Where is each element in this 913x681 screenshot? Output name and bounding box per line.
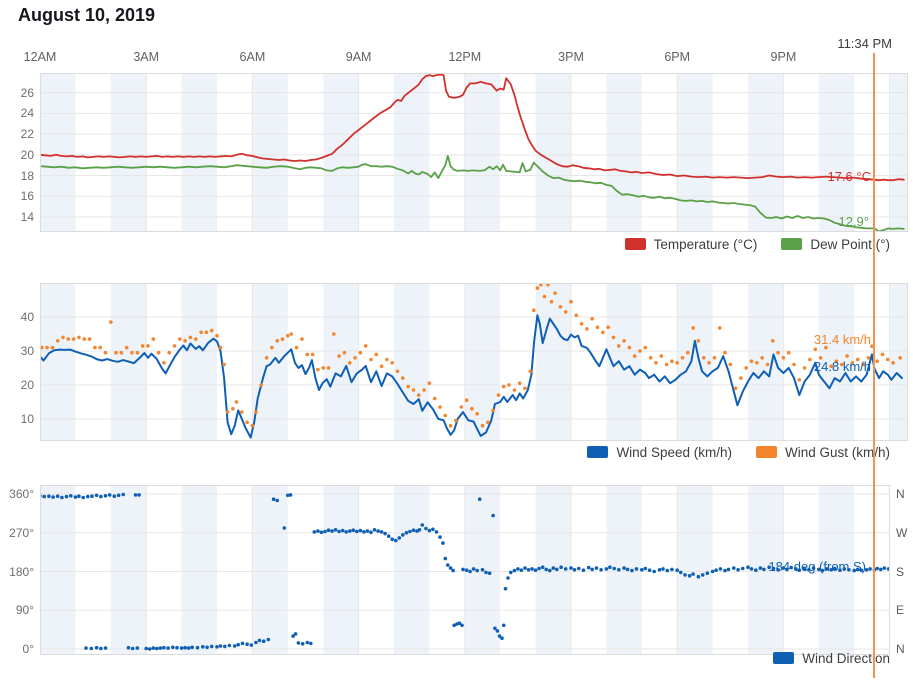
y-tick-label: 270° xyxy=(9,525,34,540)
time-tick-label: 9PM xyxy=(770,50,797,64)
legend-swatch xyxy=(624,238,646,250)
legend-label: Dew Point (°) xyxy=(810,236,890,252)
y-tick-label: 20 xyxy=(20,377,34,392)
legend-item-dew-point-[interactable]: Dew Point (°) xyxy=(781,237,890,252)
series-end-label: 17.6 °C xyxy=(827,169,871,184)
wind-gust-km-h--points xyxy=(40,283,902,428)
current-time-marker-line xyxy=(873,53,875,678)
wind-speed-km-h--line xyxy=(40,314,903,439)
time-tick-label: 12PM xyxy=(448,50,482,64)
legend-item-temperature-c-[interactable]: Temperature (°C) xyxy=(624,236,758,252)
legend-item-wind-speed-km-h-[interactable]: Wind Speed (km/h) xyxy=(587,445,732,460)
y-tick-label: 24 xyxy=(20,106,34,121)
current-time-label: 11:34 PM xyxy=(837,36,892,51)
time-tick-label: 9AM xyxy=(345,50,372,64)
y-tick-label: 10 xyxy=(20,411,34,426)
y-tick-label: 16 xyxy=(20,189,34,204)
wind-speed-gust-chart[interactable] xyxy=(40,283,913,441)
y-tick-label: 360° xyxy=(9,487,34,502)
series-end-label: 184 deg (from S) xyxy=(768,559,866,574)
legend-label: Temperature (°C) xyxy=(653,236,758,252)
time-tick-label: 6AM xyxy=(239,50,266,64)
y-tick-label: 180° xyxy=(9,564,34,579)
legend-label: Wind Gust (km/h) xyxy=(784,444,890,460)
compass-label: N xyxy=(896,487,905,502)
chart-legend: Temperature (°C) Dew Point (°) xyxy=(624,236,890,252)
y-tick-label: 40 xyxy=(20,309,34,324)
series-end-label: 12.9° xyxy=(838,214,869,229)
time-tick-label: 3PM xyxy=(558,50,584,64)
legend-item-wind-direction[interactable]: Wind Direction xyxy=(773,651,890,666)
compass-label: W xyxy=(896,525,908,540)
y-tick-label: 30 xyxy=(20,343,34,358)
wind-direction-chart[interactable] xyxy=(38,485,913,655)
y-tick-label: 22 xyxy=(20,127,34,142)
time-tick-label: 6PM xyxy=(664,50,691,64)
dew-point--line xyxy=(40,155,905,232)
y-tick-label: 14 xyxy=(20,209,34,224)
temperature-c--line xyxy=(40,73,905,182)
wind-direction-points xyxy=(40,492,890,651)
legend-swatch xyxy=(773,652,795,664)
temperature-dewpoint-chart[interactable] xyxy=(40,73,913,232)
y-tick-label: 18 xyxy=(20,168,34,183)
y-tick-label: 20 xyxy=(20,147,34,162)
legend-swatch xyxy=(781,238,803,250)
y-tick-label: 90° xyxy=(15,603,34,618)
legend-swatch xyxy=(587,446,609,458)
y-tick-label: 26 xyxy=(20,85,34,100)
y-tick-label: 0° xyxy=(22,641,34,656)
chart-legend: Wind Direction xyxy=(773,650,890,666)
time-tick-label: 3AM xyxy=(133,50,160,64)
legend-label: Wind Direction xyxy=(802,650,890,666)
chart-legend: Wind Speed (km/h) Wind Gust (km/h) xyxy=(587,444,890,460)
time-tick-label: 12AM xyxy=(23,50,57,64)
series-end-label: 31.4 km/h xyxy=(813,332,871,347)
legend-label: Wind Speed (km/h) xyxy=(616,444,732,460)
legend-swatch xyxy=(755,446,777,458)
compass-label: E xyxy=(896,603,905,618)
compass-label: N xyxy=(896,641,905,656)
series-end-label: 24.8 km/h xyxy=(813,359,871,374)
page-title: August 10, 2019 xyxy=(18,5,156,25)
legend-item-wind-gust-km-h-[interactable]: Wind Gust (km/h) xyxy=(755,444,890,460)
compass-label: S xyxy=(896,564,905,579)
